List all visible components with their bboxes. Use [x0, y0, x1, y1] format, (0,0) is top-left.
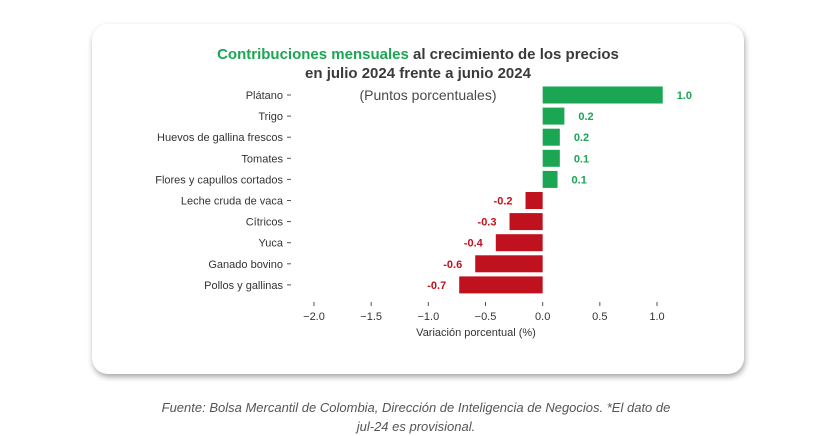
x-tick-label: 0.5 [592, 311, 607, 323]
bar-2 [542, 107, 565, 125]
value-label: 0.1 [572, 174, 587, 186]
bar-3 [542, 128, 560, 146]
value-label: 0.2 [574, 132, 589, 144]
x-tick-label: −0.5 [475, 311, 497, 323]
bar-4 [542, 149, 560, 167]
category-label: Flores y capullos cortados [155, 174, 283, 186]
value-label: -0.6 [443, 259, 462, 271]
category-label: Yuca [259, 238, 284, 250]
chart-title-rest: al crecimiento de los precios [408, 46, 619, 63]
value-label: 0.1 [574, 153, 589, 165]
source-caption-line2: jul-24 es provisional. [356, 419, 476, 434]
source-caption-line1: Fuente: Bolsa Mercantil de Colombia, Dir… [161, 400, 671, 415]
chart-title-accent: Contribuciones mensuales [217, 46, 409, 63]
category-label: Leche cruda de vaca [181, 196, 284, 208]
chart-title-line1: Contribuciones mensuales al crecimiento … [92, 46, 744, 63]
chart-title-line2: en julio 2024 frente a junio 2024 [305, 65, 531, 82]
category-label: Plátano [246, 90, 283, 102]
value-label: -0.3 [478, 217, 497, 229]
x-tick-label: −1.0 [417, 311, 439, 323]
x-tick-label: 1.0 [649, 311, 664, 323]
bar-8 [495, 234, 543, 252]
value-label: 1.0 [677, 90, 692, 102]
x-tick-label: −1.5 [360, 311, 382, 323]
bar-6 [525, 192, 543, 209]
chart-card [92, 24, 744, 374]
category-label: Huevos de gallina frescos [157, 132, 283, 144]
category-label: Cítricos [246, 217, 284, 229]
bar-5 [542, 170, 558, 188]
bar-10 [459, 276, 543, 294]
bar-7 [509, 213, 543, 231]
x-tick-label: 0.0 [535, 311, 550, 323]
value-label: -0.4 [464, 238, 484, 250]
category-label: Trigo [258, 111, 283, 123]
category-label: Pollos y gallinas [204, 280, 283, 292]
value-label: -0.7 [427, 280, 446, 292]
bar-1 [542, 86, 663, 104]
chart-subtitle: (Puntos porcentuales) [360, 87, 497, 103]
category-label: Tomates [241, 153, 283, 165]
x-tick-label: −2.0 [303, 311, 325, 323]
value-label: 0.2 [578, 111, 593, 123]
bar-9 [475, 255, 543, 273]
x-axis-label: Variación porcentual (%) [416, 327, 536, 339]
value-label: -0.2 [494, 196, 513, 208]
category-label: Ganado bovino [208, 259, 283, 271]
